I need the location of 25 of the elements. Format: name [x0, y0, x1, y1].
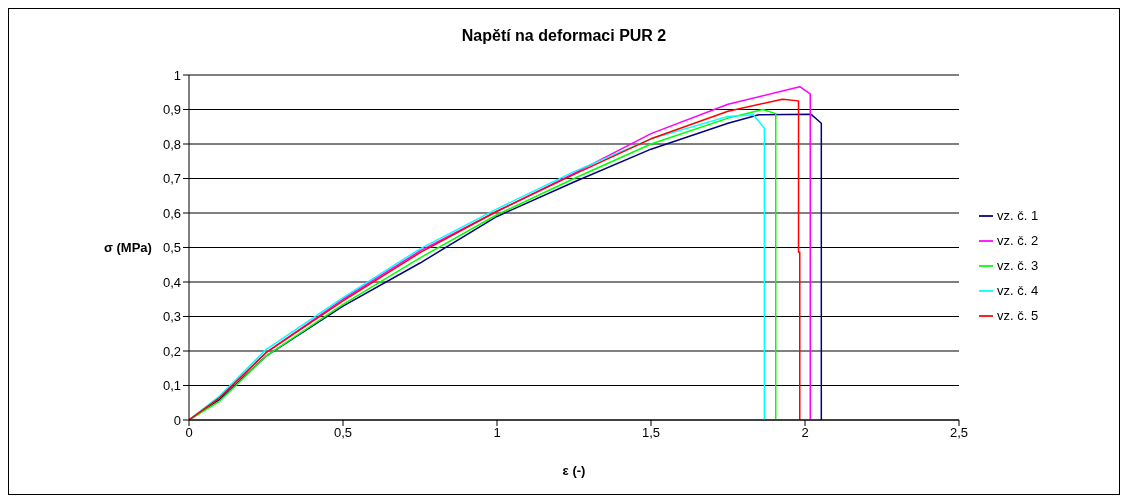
x-axis-title: ε (-): [562, 463, 586, 478]
legend-label: vz. č. 3: [997, 257, 1039, 273]
y-tick-label: 0,6: [162, 205, 181, 221]
y-tick-label: 0: [173, 412, 181, 428]
y-tick-label: 0,9: [162, 102, 181, 118]
y-tick-label: 0,7: [162, 171, 181, 187]
y-tick-label: 1: [173, 67, 181, 83]
x-tick-label: 2,5: [949, 425, 969, 441]
x-tick-label: 1,5: [641, 425, 661, 441]
y-tick-label: 0,2: [162, 343, 181, 359]
x-tick-label: 0: [185, 425, 193, 441]
legend-label: vz. č. 1: [997, 207, 1039, 223]
y-tick-label: 0,4: [162, 274, 181, 290]
legend-label: vz. č. 5: [997, 307, 1039, 323]
x-tick-label: 1: [493, 425, 501, 441]
legend-label: vz. č. 4: [997, 282, 1039, 298]
y-tick-label: 0,3: [162, 309, 181, 325]
y-tick-label: 0,1: [162, 378, 181, 394]
chart-title: Napětí na deformaci PUR 2: [460, 27, 668, 45]
x-tick-label: 2: [801, 425, 809, 441]
x-tick-label: 0,5: [333, 425, 353, 441]
y-tick-label: 0,5: [162, 240, 181, 256]
y-tick-label: 0,8: [162, 136, 181, 152]
legend-label: vz. č. 2: [997, 232, 1039, 248]
y-axis-title: σ (MPa): [104, 240, 152, 256]
